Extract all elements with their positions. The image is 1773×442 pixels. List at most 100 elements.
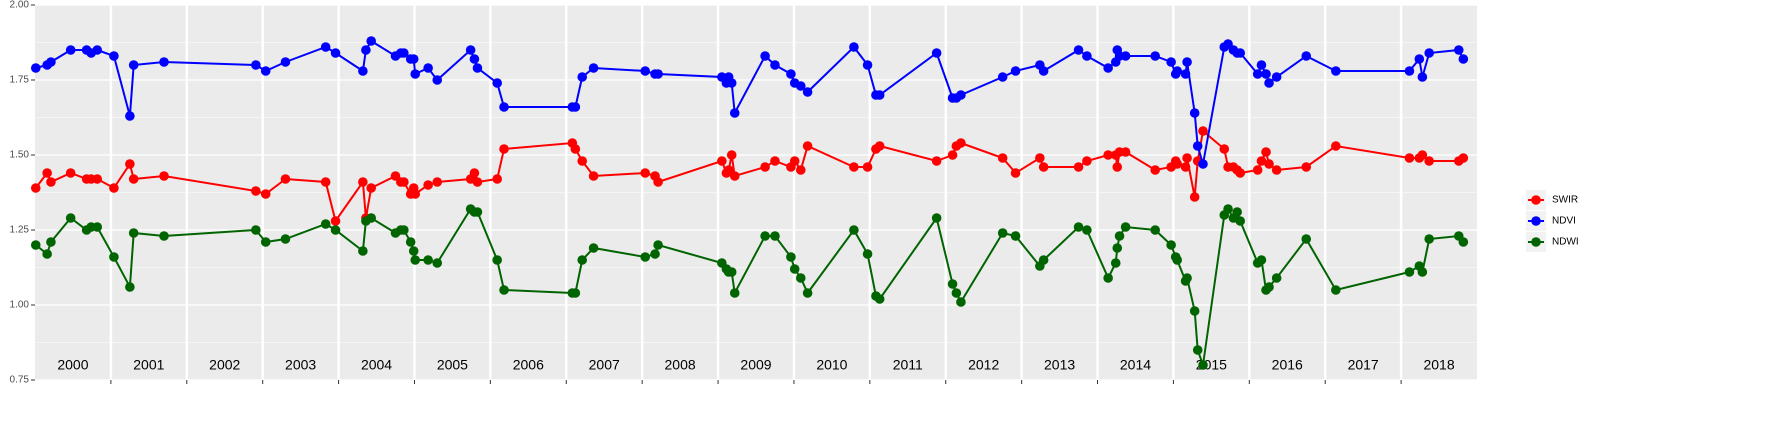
data-point — [1219, 144, 1230, 154]
data-point — [874, 294, 885, 304]
data-point — [128, 174, 139, 184]
data-point — [1331, 285, 1341, 295]
data-point — [1198, 360, 1208, 370]
data-point — [653, 177, 663, 187]
year-label: 2009 — [740, 357, 771, 373]
data-point — [1035, 153, 1045, 163]
data-point — [1417, 72, 1428, 82]
data-point — [570, 144, 581, 154]
data-point — [499, 285, 509, 295]
data-point — [432, 75, 443, 85]
data-point — [1114, 231, 1125, 241]
data-point — [46, 237, 56, 247]
data-point — [802, 141, 813, 151]
data-point — [320, 219, 331, 229]
data-point — [1271, 165, 1282, 175]
data-point — [1417, 150, 1428, 160]
data-point — [408, 246, 419, 256]
data-point — [951, 288, 962, 298]
data-point — [125, 282, 135, 292]
legend-point — [1531, 195, 1541, 205]
data-point — [1404, 153, 1415, 163]
data-point — [1424, 156, 1434, 166]
data-point — [366, 36, 377, 46]
data-point — [1166, 57, 1176, 67]
data-point — [726, 150, 737, 160]
data-point — [577, 72, 588, 82]
data-point — [46, 57, 56, 67]
data-point — [1103, 63, 1113, 73]
data-point — [1082, 51, 1092, 61]
data-point — [366, 183, 377, 193]
data-point — [956, 297, 966, 307]
data-point — [770, 231, 780, 241]
data-point — [361, 45, 371, 55]
data-point — [125, 159, 135, 169]
data-point — [1331, 141, 1341, 151]
data-point — [159, 57, 169, 67]
data-point — [862, 162, 873, 172]
year-label: 2004 — [361, 357, 392, 373]
data-point — [465, 45, 476, 55]
data-point — [1264, 78, 1274, 88]
legend-label: NDVI — [1552, 216, 1576, 227]
data-point — [1189, 192, 1200, 202]
data-point — [1424, 48, 1434, 58]
data-point — [789, 156, 800, 166]
legend-label: SWIR — [1552, 195, 1578, 206]
data-point — [30, 63, 41, 73]
data-point — [1120, 147, 1131, 157]
year-label: 2001 — [133, 357, 164, 373]
data-point — [42, 249, 52, 259]
year-label: 2012 — [968, 357, 999, 373]
year-label: 2018 — [1423, 357, 1454, 373]
data-point — [1172, 159, 1183, 169]
data-point — [760, 231, 770, 241]
data-point — [330, 225, 341, 235]
data-point — [128, 228, 139, 238]
data-point — [723, 165, 734, 175]
data-point — [588, 171, 599, 181]
data-point — [42, 168, 52, 178]
data-point — [410, 189, 421, 199]
data-point — [92, 222, 103, 232]
data-point — [786, 252, 796, 262]
data-point — [717, 156, 727, 166]
data-point — [46, 177, 56, 187]
y-tick-label: 1.00 — [10, 300, 30, 311]
data-point — [159, 231, 169, 241]
data-point — [1038, 162, 1049, 172]
year-label: 2000 — [57, 357, 88, 373]
data-point — [472, 207, 483, 217]
data-point — [577, 156, 588, 166]
data-point — [1271, 273, 1282, 283]
data-point — [1458, 153, 1469, 163]
data-point — [65, 45, 76, 55]
y-tick-label: 1.25 — [10, 225, 30, 236]
data-point — [956, 90, 966, 100]
data-point — [577, 255, 588, 265]
data-point — [492, 255, 502, 265]
data-point — [65, 168, 76, 178]
data-point — [849, 162, 859, 172]
data-point — [786, 69, 796, 79]
data-point — [760, 162, 770, 172]
data-point — [1331, 66, 1341, 76]
data-point — [1198, 159, 1208, 169]
data-point — [1235, 216, 1246, 226]
data-point — [92, 174, 103, 184]
data-point — [109, 183, 119, 193]
data-point — [1112, 243, 1123, 253]
data-point — [1182, 57, 1192, 67]
data-point — [30, 240, 41, 250]
data-point — [492, 174, 502, 184]
y-tick-label: 1.50 — [10, 150, 30, 161]
data-point — [1073, 222, 1084, 232]
data-point — [260, 237, 271, 247]
data-point — [280, 57, 291, 67]
data-point — [251, 60, 261, 70]
data-point — [1424, 234, 1434, 244]
data-point — [1417, 267, 1428, 277]
data-point — [1038, 255, 1049, 265]
